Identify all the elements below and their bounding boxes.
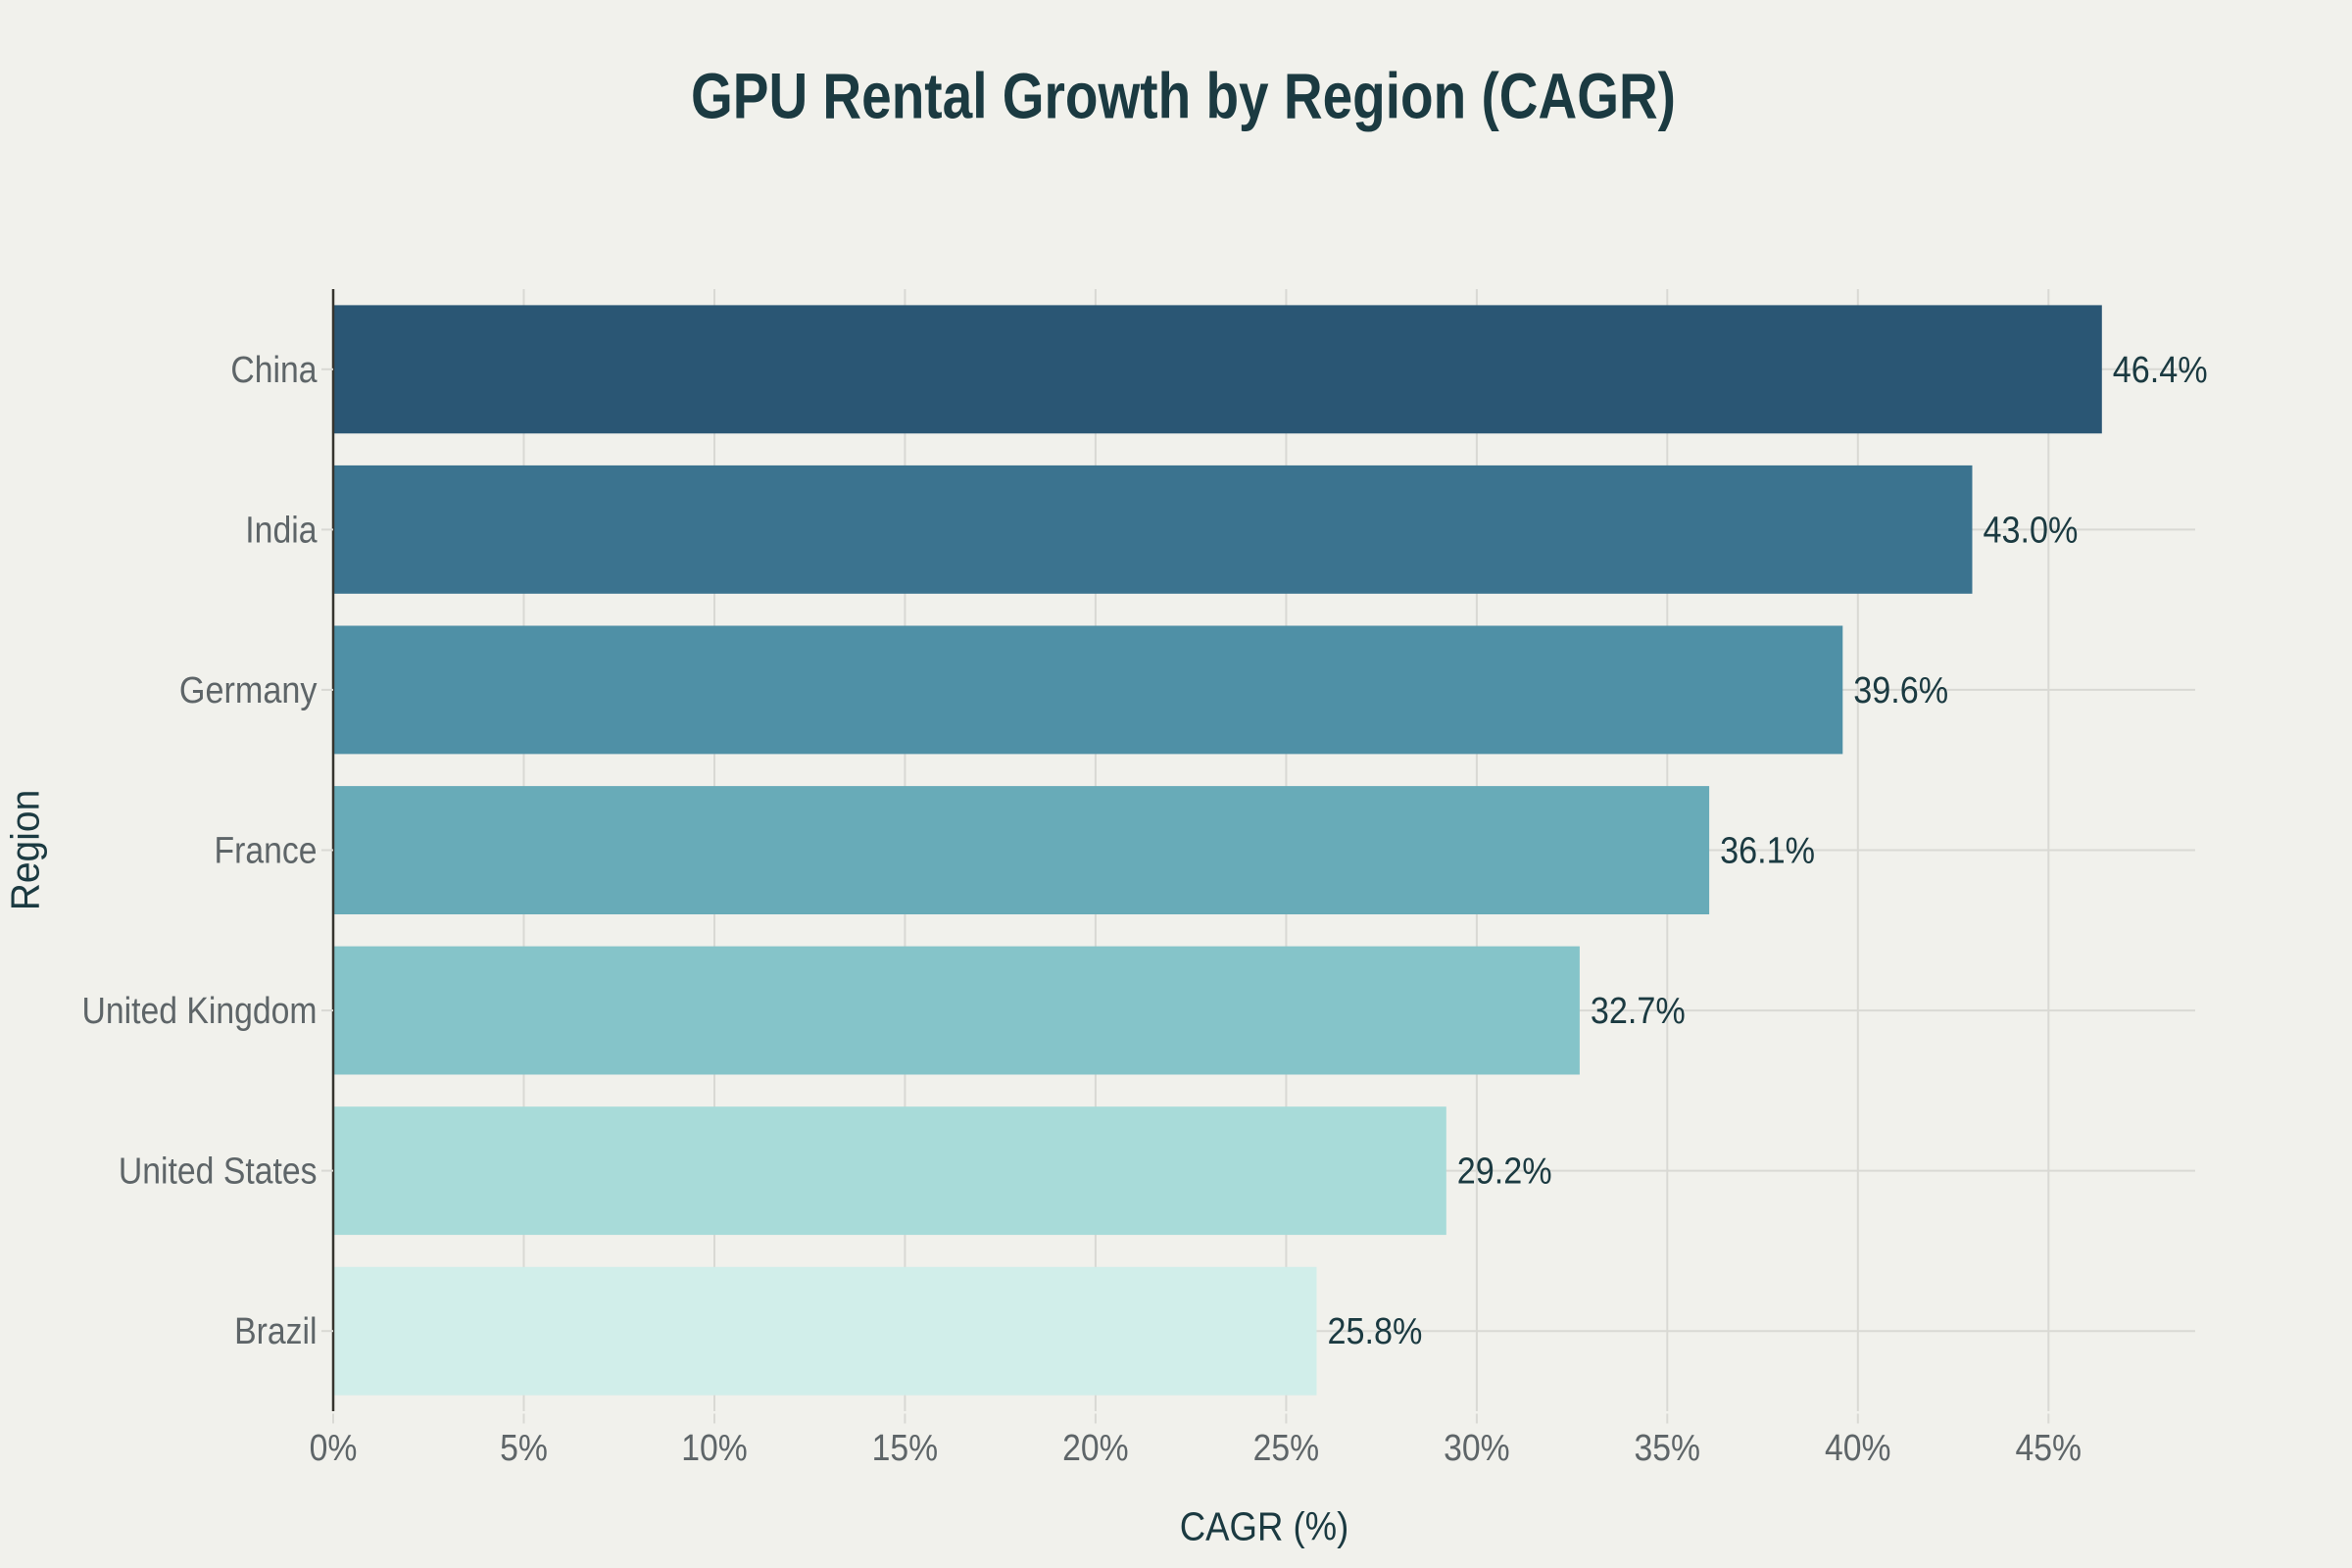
svg-text:United States: United States [119,1152,318,1193]
svg-text:25.8%: 25.8% [1328,1311,1423,1352]
svg-text:India: India [245,510,318,551]
svg-text:Brazil: Brazil [234,1311,317,1352]
svg-text:Germany: Germany [179,670,318,711]
svg-text:CAGR (%): CAGR (%) [1180,1504,1349,1549]
svg-text:France: France [215,831,318,872]
svg-text:0%: 0% [310,1428,358,1469]
svg-text:20%: 20% [1062,1428,1129,1469]
svg-text:25%: 25% [1253,1428,1320,1469]
svg-text:China: China [230,350,318,391]
svg-text:40%: 40% [1825,1428,1891,1469]
svg-text:43.0%: 43.0% [1984,510,2079,551]
svg-text:29.2%: 29.2% [1457,1152,1552,1193]
svg-text:GPU Rental Growth by Region (C: GPU Rental Growth by Region (CAGR) [691,60,1676,132]
svg-text:Region: Region [3,790,48,911]
svg-text:32.7%: 32.7% [1591,991,1686,1032]
svg-text:45%: 45% [2016,1428,2082,1469]
svg-text:10%: 10% [681,1428,748,1469]
svg-text:36.1%: 36.1% [1720,831,1815,872]
svg-text:35%: 35% [1635,1428,1701,1469]
svg-text:46.4%: 46.4% [2113,350,2208,391]
svg-text:5%: 5% [500,1428,548,1469]
svg-text:15%: 15% [872,1428,939,1469]
svg-text:United Kingdom: United Kingdom [82,991,318,1032]
svg-text:39.6%: 39.6% [1853,670,1948,711]
svg-text:30%: 30% [1444,1428,1510,1469]
